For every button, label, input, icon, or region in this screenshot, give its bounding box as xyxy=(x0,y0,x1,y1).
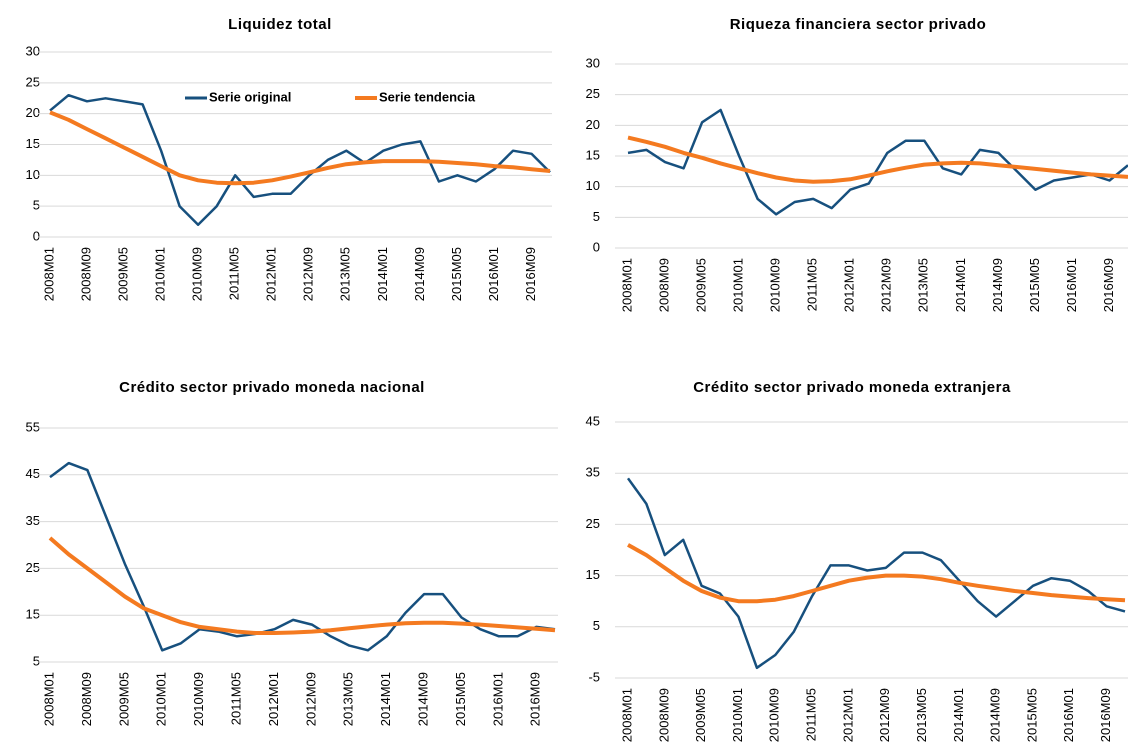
x-tick-label: 2010M09 xyxy=(767,688,782,742)
x-tick-label: 2009M05 xyxy=(694,258,709,312)
y-tick-label: 10 xyxy=(586,178,600,193)
x-tick-label: 2016M01 xyxy=(1064,258,1079,312)
x-tick-label: 2011M05 xyxy=(227,247,242,300)
x-tick-label: 2009M05 xyxy=(116,247,131,301)
x-tick-label: 2009M05 xyxy=(116,672,131,726)
x-tick-label: 2011M05 xyxy=(804,688,819,741)
x-tick-label: 2014M09 xyxy=(990,258,1005,312)
x-tick-label: 2011M05 xyxy=(228,672,243,725)
x-tick-label: 2015M05 xyxy=(1027,258,1042,312)
series-line xyxy=(627,135,1128,184)
x-tick-label: 2013M05 xyxy=(916,258,931,312)
chart-title: Liquidez total xyxy=(228,16,332,33)
x-tick-label: 2015M05 xyxy=(453,672,468,726)
x-tick-label: 2014M09 xyxy=(988,688,1003,742)
x-tick-label: 2010M01 xyxy=(154,672,169,726)
y-tick-label: 25 xyxy=(26,560,40,575)
x-tick-label: 2008M01 xyxy=(619,258,634,312)
x-tick-label: 2012M01 xyxy=(264,247,279,301)
x-tick-label: 2008M09 xyxy=(78,247,93,301)
y-tick-label: 20 xyxy=(26,105,40,120)
x-tick-label: 2012M09 xyxy=(877,688,892,742)
x-tick-label: 2016M09 xyxy=(1101,258,1116,312)
x-tick-label: 2012M01 xyxy=(840,688,855,742)
x-tick-label: 2014M09 xyxy=(412,247,427,301)
x-tick-label: 2014M01 xyxy=(953,258,968,312)
x-tick-label: 2014M01 xyxy=(951,688,966,742)
series-line xyxy=(48,536,556,635)
chart-title: Riqueza financiera sector privado xyxy=(730,16,987,33)
chart-title: Crédito sector privado moneda nacional xyxy=(119,379,425,396)
x-tick-label: 2014M09 xyxy=(416,672,431,726)
y-tick-label: 15 xyxy=(586,147,600,162)
series-line xyxy=(49,461,556,652)
y-tick-label: 25 xyxy=(586,516,600,531)
y-tick-label: 0 xyxy=(33,228,40,243)
y-tick-label: 45 xyxy=(26,466,40,481)
x-tick-label: 2008M09 xyxy=(79,672,94,726)
x-tick-label: 2012M01 xyxy=(842,258,857,312)
y-tick-label: 10 xyxy=(26,167,40,182)
x-tick-label: 2016M01 xyxy=(486,247,501,301)
x-tick-label: 2012M09 xyxy=(301,247,316,301)
x-tick-label: 2013M05 xyxy=(338,247,353,301)
y-tick-label: 5 xyxy=(33,198,40,213)
y-tick-label: 45 xyxy=(586,413,600,428)
y-tick-label: 0 xyxy=(593,239,600,254)
x-tick-label: 2014M01 xyxy=(378,672,393,726)
series-line xyxy=(626,477,1126,670)
y-tick-label: 35 xyxy=(586,465,600,480)
y-tick-label: 25 xyxy=(586,86,600,101)
x-tick-label: 2013M05 xyxy=(341,672,356,726)
x-tick-label: 2016M09 xyxy=(528,672,543,726)
x-tick-label: 2012M09 xyxy=(879,258,894,312)
y-tick-label: 5 xyxy=(593,618,600,633)
y-tick-label: 25 xyxy=(26,74,40,89)
x-tick-label: 2016M01 xyxy=(1061,688,1076,742)
x-tick-label: 2008M01 xyxy=(619,688,634,742)
x-tick-label: 2010M01 xyxy=(731,258,746,312)
x-tick-label: 2010M09 xyxy=(768,258,783,312)
y-tick-label: 15 xyxy=(586,567,600,582)
x-tick-label: 2013M05 xyxy=(914,688,929,742)
y-tick-label: 15 xyxy=(26,607,40,622)
series-line xyxy=(49,110,551,186)
x-tick-label: 2015M05 xyxy=(449,247,464,301)
x-tick-label: 2010M09 xyxy=(191,672,206,726)
series-line xyxy=(627,543,1126,604)
y-tick-label: 35 xyxy=(26,513,40,528)
y-tick-label: 15 xyxy=(26,136,40,151)
series-line xyxy=(627,108,1128,216)
y-tick-label: 30 xyxy=(586,55,600,70)
chart-title: Crédito sector privado moneda extranjera xyxy=(693,379,1011,396)
x-tick-label: 2008M09 xyxy=(656,258,671,312)
x-tick-label: 2010M09 xyxy=(190,247,205,301)
x-tick-label: 2009M05 xyxy=(693,688,708,742)
y-tick-label: 5 xyxy=(593,209,600,224)
x-tick-label: 2015M05 xyxy=(1024,688,1039,742)
y-tick-label: 5 xyxy=(33,653,40,668)
x-tick-label: 2008M01 xyxy=(41,672,56,726)
legend-label: Serie original xyxy=(209,89,291,104)
y-tick-label: 55 xyxy=(26,419,40,434)
y-tick-label: -5 xyxy=(588,669,600,684)
x-tick-label: 2011M05 xyxy=(805,258,820,311)
y-tick-label: 30 xyxy=(26,43,40,58)
x-tick-label: 2012M01 xyxy=(266,672,281,726)
x-tick-label: 2008M09 xyxy=(656,688,671,742)
x-tick-label: 2012M09 xyxy=(303,672,318,726)
x-tick-label: 2016M09 xyxy=(1098,688,1113,742)
x-tick-label: 2010M01 xyxy=(153,247,168,301)
x-tick-label: 2014M01 xyxy=(375,247,390,301)
legend-label: Serie tendencia xyxy=(379,89,476,104)
y-tick-label: 20 xyxy=(586,117,600,132)
x-tick-label: 2016M09 xyxy=(523,247,538,301)
x-tick-label: 2016M01 xyxy=(490,672,505,726)
series-line xyxy=(49,93,551,226)
x-tick-label: 2010M01 xyxy=(730,688,745,742)
x-tick-label: 2008M01 xyxy=(41,247,56,301)
